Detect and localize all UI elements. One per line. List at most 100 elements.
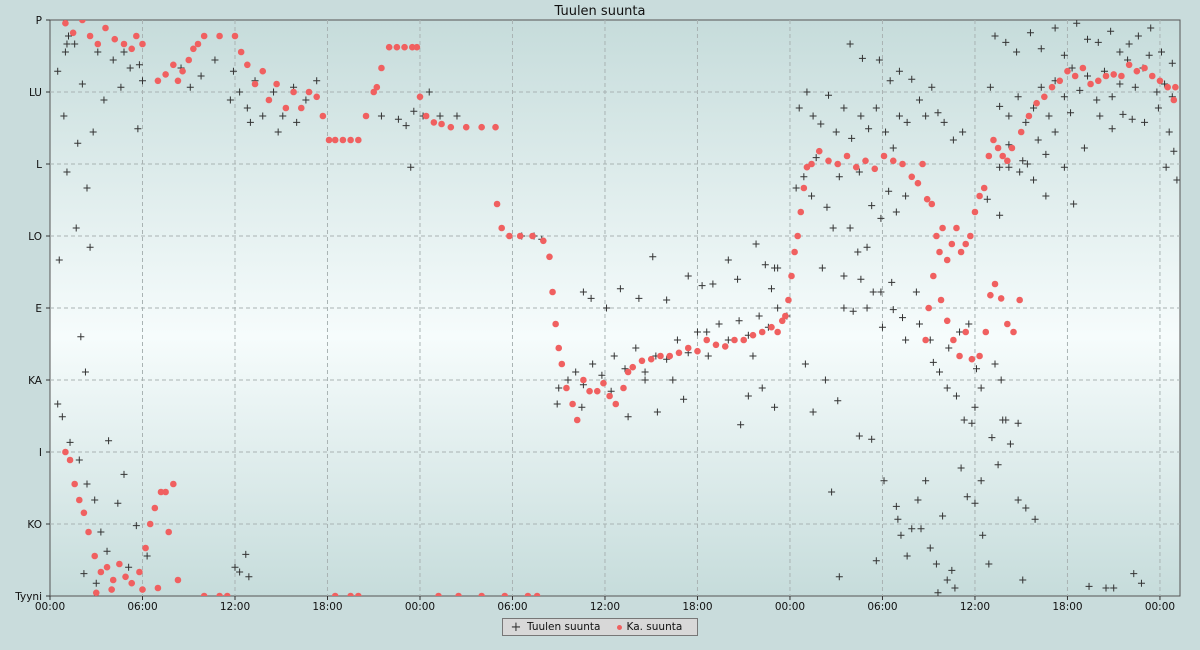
average-direction-point — [139, 40, 146, 48]
average-direction-point — [516, 232, 524, 240]
x-tick-label: 06:00 — [867, 601, 897, 613]
average-direction-point — [190, 45, 197, 53]
wind-direction-point — [1037, 45, 1045, 53]
average-direction-point — [370, 88, 378, 96]
x-tick-label: 18:00 — [682, 601, 712, 613]
wind-direction-point — [1026, 29, 1034, 37]
wind-direction-point — [313, 77, 321, 85]
wind-direction-point — [939, 512, 947, 520]
average-direction-point — [980, 184, 988, 192]
wind-direction-point — [1042, 192, 1050, 200]
average-direction-point — [305, 88, 313, 96]
wind-direction-point — [1147, 24, 1155, 32]
wind-direction-point — [114, 499, 122, 507]
average-direction-point — [478, 592, 485, 596]
wind-direction-point — [1013, 48, 1021, 56]
average-direction-point — [71, 480, 78, 488]
wind-direction-point — [818, 264, 826, 272]
average-direction-point — [506, 232, 513, 240]
wind-direction-point — [771, 264, 779, 272]
average-direction-point — [919, 160, 926, 168]
wind-direction-point — [579, 288, 587, 296]
wind-direction-point — [734, 275, 742, 283]
average-direction-point — [937, 296, 945, 304]
wind-direction-point — [882, 128, 890, 136]
wind-direction-point — [1080, 144, 1088, 152]
wind-direction-point — [985, 560, 993, 568]
wind-direction-point — [1107, 27, 1115, 35]
wind-direction-point — [126, 64, 134, 72]
y-tick-label: KO — [27, 519, 42, 531]
average-direction-point — [694, 347, 701, 355]
wind-direction-point — [709, 280, 717, 288]
average-direction-point — [569, 400, 576, 408]
wind-direction-point — [553, 400, 561, 408]
wind-direction-point — [407, 163, 415, 171]
wind-direction-point — [854, 248, 862, 256]
wind-direction-point — [895, 112, 903, 120]
wind-direction-point — [632, 344, 640, 352]
wind-direction-point — [1158, 48, 1165, 56]
wind-direction-point — [752, 240, 760, 248]
wind-direction-point — [1093, 96, 1101, 104]
wind-direction-point — [774, 304, 782, 312]
average-direction-point — [749, 331, 757, 339]
wind-direction-point — [1014, 419, 1022, 427]
average-direction-point — [162, 71, 169, 78]
average-direction-point — [922, 336, 929, 344]
average-direction-point — [1164, 83, 1171, 91]
wind-direction-point — [943, 384, 951, 392]
wind-direction-point — [663, 296, 671, 304]
wind-direction-point — [715, 320, 723, 328]
wind-direction-point — [1006, 440, 1014, 448]
wind-direction-point — [880, 477, 888, 485]
wind-direction-point — [1076, 86, 1084, 94]
average-direction-point — [498, 224, 505, 232]
average-direction-point — [103, 563, 111, 571]
average-direction-point — [151, 504, 159, 512]
wind-direction-point — [1116, 48, 1124, 56]
wind-direction-point — [872, 557, 880, 565]
wind-direction-point — [693, 328, 701, 336]
average-direction-point — [455, 592, 462, 596]
average-direction-point — [999, 152, 1007, 160]
y-tick-label: LO — [28, 231, 42, 243]
dot-marker-icon — [616, 624, 622, 630]
average-direction-point — [1102, 72, 1110, 80]
wind-direction-point — [823, 203, 831, 211]
average-direction-point — [170, 480, 177, 488]
average-direction-point — [373, 83, 381, 91]
wind-direction-point — [932, 560, 940, 568]
wind-direction-point — [828, 488, 836, 496]
wind-direction-point — [892, 502, 900, 510]
wind-direction-point — [117, 83, 125, 91]
wind-direction-point — [834, 397, 842, 405]
average-direction-point — [362, 112, 370, 120]
x-axis-ticks: 00:00 06:00 12:00 18:00 00:00 06:00 12:00 18:00… — [35, 596, 1175, 613]
wind-direction-point — [996, 102, 1004, 110]
wind-direction-point — [755, 312, 763, 320]
average-direction-point — [75, 496, 83, 504]
average-direction-point — [136, 568, 143, 576]
average-direction-point — [290, 88, 297, 96]
average-direction-point — [950, 336, 957, 344]
wind-direction-point — [138, 77, 146, 85]
wind-direction-point — [988, 434, 996, 442]
wind-direction-point — [928, 83, 936, 91]
y-tick-label: E — [35, 303, 42, 315]
average-direction-point — [393, 43, 401, 51]
wind-direction-point — [236, 88, 244, 96]
average-direction-point — [803, 163, 811, 171]
average-direction-point — [791, 248, 798, 256]
wind-direction-point — [1002, 416, 1010, 424]
average-direction-point — [165, 528, 173, 536]
average-direction-point — [936, 248, 943, 256]
average-direction-point — [675, 349, 683, 357]
average-direction-point — [62, 448, 69, 456]
wind-direction-point — [735, 317, 743, 325]
average-direction-point — [319, 112, 327, 120]
wind-direction-point — [977, 384, 985, 392]
wind-direction-point — [929, 358, 937, 366]
average-direction-point — [244, 61, 251, 69]
average-direction-point — [956, 352, 963, 360]
